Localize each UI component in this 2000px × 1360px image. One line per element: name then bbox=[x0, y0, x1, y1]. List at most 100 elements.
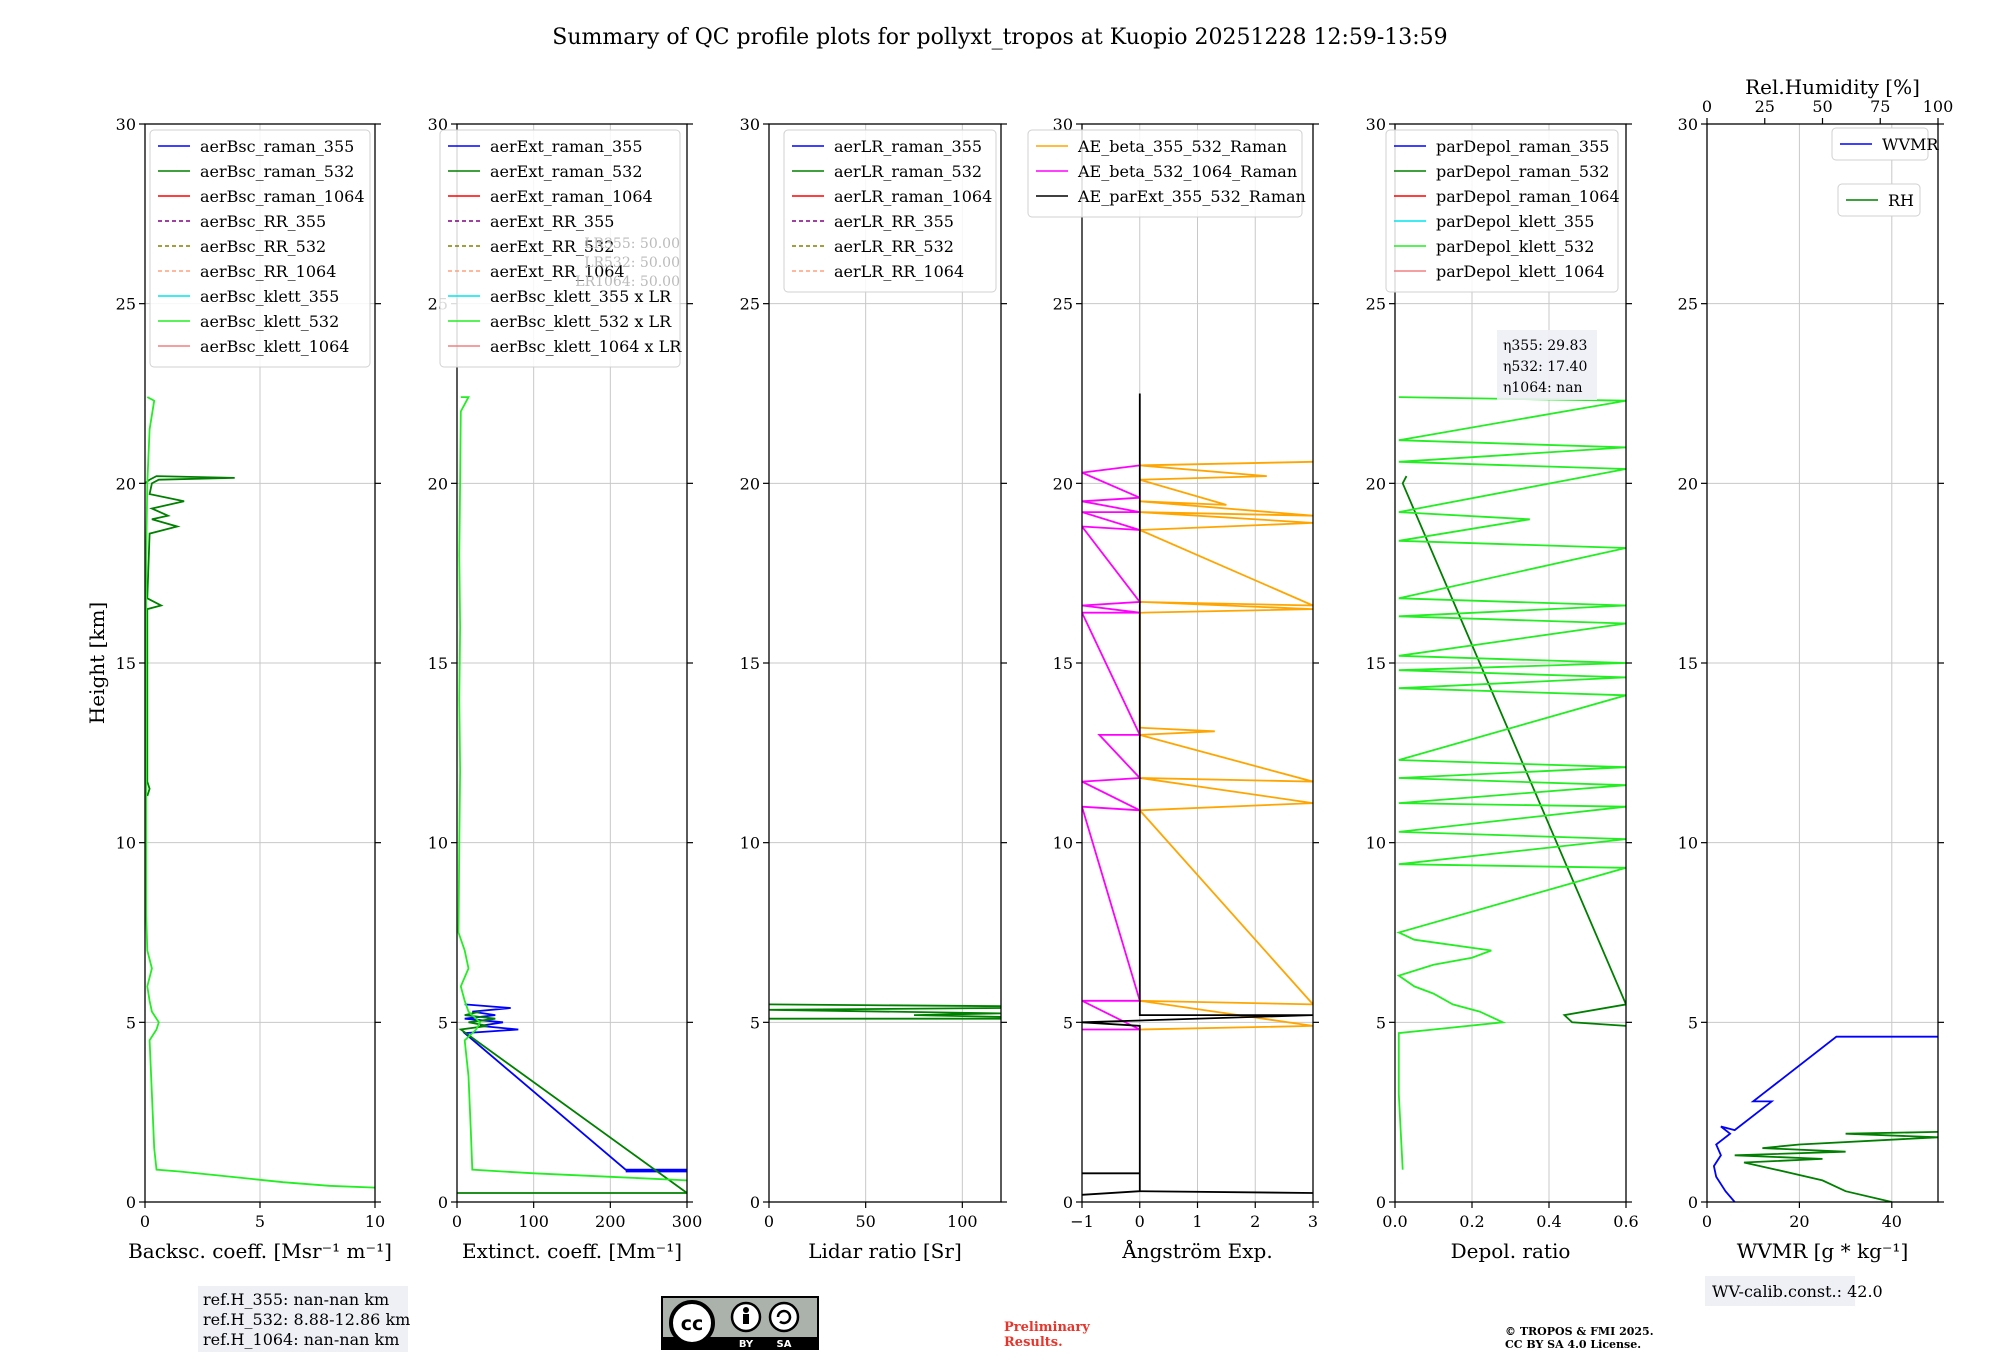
legend-label: aerExt_raman_532 bbox=[490, 162, 643, 181]
x-axis-label: WVMR [g * kg⁻¹] bbox=[1737, 1239, 1909, 1263]
x-tick-label: 0 bbox=[140, 1212, 150, 1231]
y-tick-label: 0 bbox=[126, 1193, 136, 1212]
series-line-aerBsc_klett_532 x LR bbox=[457, 396, 687, 1182]
legend: WVMR bbox=[1831, 127, 1939, 161]
y-tick-label: 0 bbox=[1376, 1193, 1386, 1212]
top-axis-label: Rel.Humidity [%] bbox=[1745, 75, 1920, 99]
legend-label: AE_parExt_355_532_Raman bbox=[1077, 187, 1306, 206]
y-tick-label: 15 bbox=[1678, 654, 1698, 673]
x-tick-label: 0.4 bbox=[1536, 1212, 1561, 1231]
y-tick-label: 5 bbox=[1376, 1013, 1386, 1032]
legend-label: AE_beta_355_532_Raman bbox=[1077, 137, 1287, 156]
legend-label: parDepol_raman_532 bbox=[1436, 162, 1609, 181]
series-line-parDepol_raman_532 bbox=[1401, 475, 1626, 1027]
legend-label: parDepol_klett_1064 bbox=[1436, 262, 1605, 281]
y-tick-label: 10 bbox=[1366, 834, 1386, 853]
eta-box: η355: 29.83 η532: 17.40 η1064: nan bbox=[1497, 330, 1597, 400]
x-tick-label: 300 bbox=[672, 1212, 703, 1231]
y-tick-label: 30 bbox=[1678, 115, 1698, 134]
legend-label: aerBsc_klett_355 bbox=[200, 287, 339, 306]
footer: cc BY SA Preliminary Results. © TROPOS &… bbox=[661, 1296, 1654, 1351]
y-tick-label: 30 bbox=[1053, 115, 1073, 134]
series-line-AE_beta_532_1064_Raman bbox=[1082, 464, 1142, 1031]
legend-label: aerLR_RR_532 bbox=[834, 237, 954, 256]
y-tick-label: 15 bbox=[740, 654, 760, 673]
y-axis-label: Height [km] bbox=[85, 602, 109, 724]
legend-label: aerBsc_klett_532 x LR bbox=[490, 312, 672, 331]
series-line-RH bbox=[1734, 1131, 1938, 1202]
legend-label: aerBsc_klett_1064 x LR bbox=[490, 337, 682, 356]
series-line-aerBsc_klett_532 bbox=[145, 396, 375, 1189]
top-tick-label: 50 bbox=[1812, 97, 1832, 116]
x-tick-label: 0 bbox=[764, 1212, 774, 1231]
y-tick-label: 30 bbox=[116, 115, 136, 134]
x-tick-label: 200 bbox=[595, 1212, 626, 1231]
legend-label: parDepol_raman_1064 bbox=[1436, 187, 1620, 206]
eta-value: η355: 29.83 bbox=[1503, 338, 1587, 354]
y-tick-label: 20 bbox=[1366, 474, 1386, 493]
y-tick-label: 5 bbox=[126, 1013, 136, 1032]
y-tick-label: 10 bbox=[116, 834, 136, 853]
x-tick-label: 5 bbox=[255, 1212, 265, 1231]
y-tick-label: 20 bbox=[428, 474, 448, 493]
x-tick-label: −1 bbox=[1070, 1212, 1094, 1231]
y-tick-label: 0 bbox=[438, 1193, 448, 1212]
legend-label: aerLR_raman_532 bbox=[834, 162, 982, 181]
y-tick-label: 5 bbox=[1063, 1013, 1073, 1032]
legend: RH bbox=[1837, 183, 1921, 217]
series-line-aerExt_raman_532 bbox=[457, 1010, 687, 1194]
x-tick-label: 40 bbox=[1882, 1212, 1902, 1231]
x-axis-label: Backsc. coeff. [Msr⁻¹ m⁻¹] bbox=[128, 1239, 392, 1263]
y-tick-label: 5 bbox=[1688, 1013, 1698, 1032]
cc-by-label: BY bbox=[739, 1339, 754, 1350]
legend: aerBsc_raman_355 aerBsc_raman_532 aerBsc_r… bbox=[149, 129, 371, 368]
series-line-aerBsc_raman_532 bbox=[145, 475, 235, 797]
series-line-aerLR_raman_532 bbox=[769, 1003, 1001, 1020]
x-tick-label: 100 bbox=[518, 1212, 549, 1231]
legend: parDepol_raman_355 parDepol_raman_532 parD… bbox=[1385, 129, 1620, 293]
panel-depol: 0.0 0.2 0.4 0.6 0 5 10 15 20 25 30 Depol. ratio parD… bbox=[1366, 115, 1639, 1263]
y-tick-label: 5 bbox=[438, 1013, 448, 1032]
series-line-aerExt_raman_355 bbox=[462, 1003, 687, 1173]
copyright-line-2: CC BY SA 4.0 License. bbox=[1505, 1338, 1641, 1351]
legend-label: parDepol_klett_355 bbox=[1436, 212, 1594, 231]
svg-text:cc: cc bbox=[681, 1313, 704, 1335]
series-line-WVMR bbox=[1712, 1035, 1938, 1202]
y-tick-label: 15 bbox=[1053, 654, 1073, 673]
x-axis-label: Lidar ratio [Sr] bbox=[808, 1239, 962, 1263]
x-axis-label: Depol. ratio bbox=[1451, 1239, 1571, 1263]
series-line-AE_parExt_355_532_Raman bbox=[1082, 393, 1313, 1196]
panel-backscatter: 0 5 10 0 5 10 15 20 25 30 Backsc. coeff. [Msr⁻¹ m⁻… bbox=[85, 115, 392, 1263]
y-tick-label: 30 bbox=[740, 115, 760, 134]
series-line-AE_beta_355_532_Raman bbox=[1137, 460, 1313, 1031]
eta-value: η1064: nan bbox=[1503, 380, 1583, 396]
y-tick-label: 30 bbox=[1366, 115, 1386, 134]
y-tick-label: 0 bbox=[1688, 1193, 1698, 1212]
x-tick-label: 50 bbox=[855, 1212, 875, 1231]
x-tick-label: 1 bbox=[1192, 1212, 1202, 1231]
ref-height-line: ref.H_355: nan-nan km bbox=[203, 1290, 389, 1309]
y-tick-label: 20 bbox=[740, 474, 760, 493]
wv-calib-box: WV-calib.const.: 42.0 bbox=[1705, 1276, 1883, 1306]
legend-label: aerBsc_RR_1064 bbox=[200, 262, 336, 281]
legend-label: aerLR_RR_1064 bbox=[834, 262, 964, 281]
y-tick-label: 25 bbox=[1366, 295, 1386, 314]
top-tick-label: 25 bbox=[1755, 97, 1775, 116]
legend-label: aerBsc_raman_532 bbox=[200, 162, 354, 181]
eta-value: η532: 17.40 bbox=[1503, 359, 1587, 375]
y-tick-label: 0 bbox=[750, 1193, 760, 1212]
legend-label: aerExt_RR_532 bbox=[490, 237, 614, 256]
x-tick-label: 100 bbox=[947, 1212, 978, 1231]
legend-label: aerBsc_klett_532 bbox=[200, 312, 339, 331]
x-axis-label: Ångström Exp. bbox=[1121, 1238, 1272, 1263]
legend-label: aerBsc_raman_1064 bbox=[200, 187, 365, 206]
x-tick-label: 0.0 bbox=[1382, 1212, 1407, 1231]
preliminary-line-1: Preliminary bbox=[1004, 1320, 1090, 1335]
legend-label: aerBsc_RR_355 bbox=[200, 212, 326, 231]
top-tick-label: 0 bbox=[1702, 97, 1712, 116]
legend: AE_beta_355_532_Raman AE_beta_532_1064_Ra… bbox=[1027, 129, 1306, 218]
